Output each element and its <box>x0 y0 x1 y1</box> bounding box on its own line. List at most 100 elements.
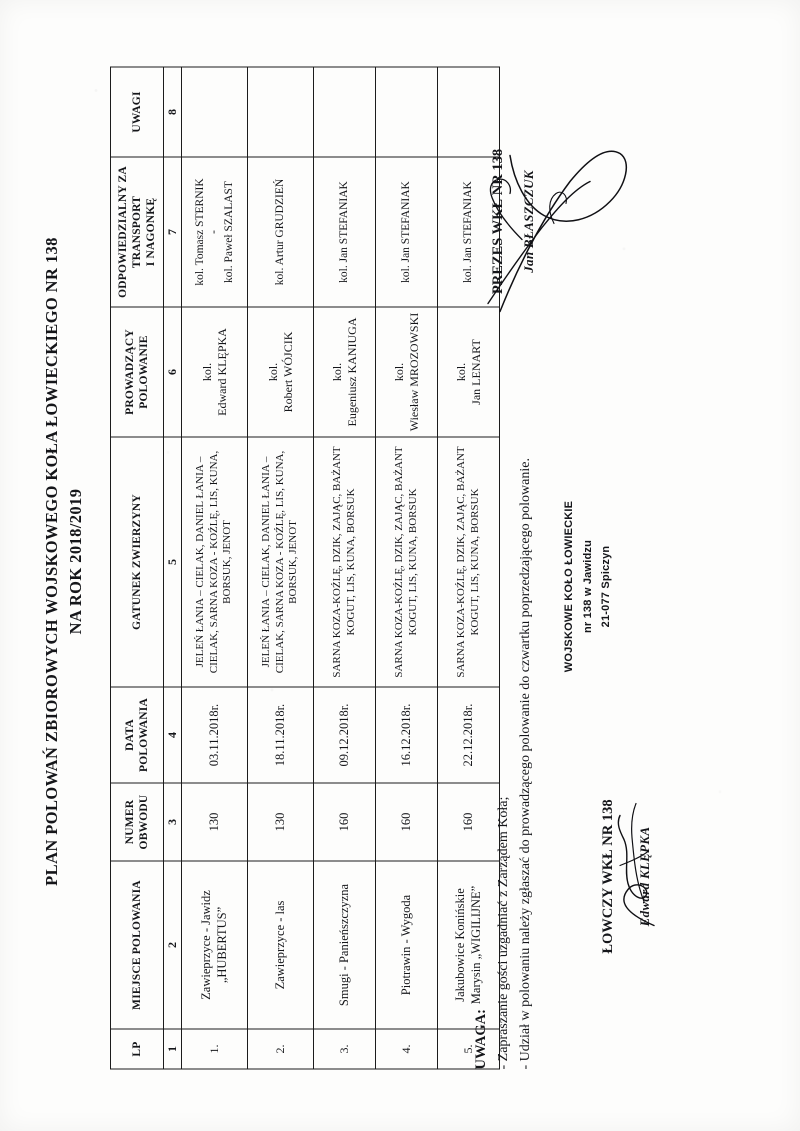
cell-lp: 2. <box>247 1028 314 1069</box>
table-row: 4. Piotrawin - Wygoda 160 16.12.2018r. S… <box>375 66 438 1069</box>
club-stamp: WOJSKOWE KOŁO ŁOWIECKIE nr 138 w Jawidzu… <box>560 471 616 701</box>
header-numer-obwodu-line1: NUMER <box>123 799 136 844</box>
colnum-7: 7 <box>163 156 182 307</box>
header-data-polowania: DATA POLOWANIA <box>110 686 164 783</box>
title-line-1: PLAN POLOWAŃ ZBIOROWYCH WOJSKOWEGO KOŁA … <box>42 236 61 886</box>
header-lp: LP <box>110 1028 164 1069</box>
cell-place: Piotrawin - Wygoda <box>375 860 438 1029</box>
cell-lp: 1. <box>181 1028 248 1069</box>
cell-uwagi <box>181 66 248 157</box>
place-line1: Piotrawin - Wygoda <box>398 894 413 995</box>
header-uwagi: UWAGI <box>110 66 164 157</box>
cell-species: SARNA KOZA-KOŹLĘ, DZIK, ZAJĄC, BAŻANT KO… <box>375 436 438 687</box>
header-prowadzacy-line2: POLOWANIE <box>138 334 150 409</box>
colnum-6: 6 <box>163 306 182 437</box>
cell-species: SARNA KOZA-KOŹLĘ, DZIK, ZAJĄC, BAŻANT KO… <box>313 436 376 687</box>
cell-transport: kol. Tomasz STERNIK - kol. Paweł SZALAST <box>181 156 248 307</box>
cell-species: JELEŃ ŁANIA – CIELAK, DANIEL ŁANIA – CIE… <box>247 436 314 687</box>
cell-transport: kol. Jan STEFANIAK <box>313 156 376 307</box>
cell-obwod: 160 <box>375 782 438 861</box>
colnum-2: 2 <box>163 860 182 1029</box>
transport-line1: kol. Jan STEFANIAK <box>400 180 413 283</box>
table-column-number-row: 1 2 3 4 5 6 7 8 <box>163 66 182 1069</box>
place-line1: Smugi - Panieńszczyzna <box>336 883 351 1006</box>
leader-line1: kol. <box>329 362 344 381</box>
notes-block: UWAGA: - Zapraszanie gości uzgadniać z Z… <box>470 429 537 1069</box>
leader-line2: Jan LENART <box>468 338 483 405</box>
title-line-2: NA ROK 2018/2019 <box>65 488 85 634</box>
place-line1: Jakubowice Konińskie <box>453 887 468 1002</box>
header-odp-line3: I NAGONKĘ <box>145 197 157 266</box>
cell-lp: 3. <box>313 1028 376 1069</box>
cell-date: 09.12.2018r. <box>313 686 376 783</box>
colnum-3: 3 <box>163 782 182 861</box>
header-odp-line2: TRANSPORT <box>130 195 143 268</box>
stamp-line-1: WOJSKOWE KOŁO ŁOWIECKIE <box>563 500 575 672</box>
cell-species: JELEŃ ŁANIA – CIELAK, DANIEL ŁANIA – CIE… <box>181 436 248 687</box>
header-miejsce-polowania: MIEJSCE POLOWANIA <box>110 860 164 1029</box>
place-line1: Zawieprzyce - las <box>272 900 287 989</box>
header-data-line1: DATA <box>123 718 136 751</box>
cell-uwagi <box>375 66 438 157</box>
colnum-8: 8 <box>163 66 182 157</box>
leader-line1: kol. <box>391 362 406 381</box>
header-gatunek-zwierzyny: GATUNEK ZWIERZYNY <box>110 436 164 687</box>
colnum-4: 4 <box>163 686 182 783</box>
cell-place: Zawieprzyce - Jawidz „HUBERTUS” <box>181 860 248 1029</box>
transport-line1: kol. Tomasz STERNIK <box>194 177 207 286</box>
table-header-row: LP MIEJSCE POLOWANIA NUMER OBWODU DATA P… <box>110 66 164 1069</box>
lowczy-title: ŁOWCZY WKŁ NR 138 <box>600 798 616 954</box>
place-line2: „HUBERTUS” <box>214 906 229 983</box>
header-prowadzacy-line1: PROWADZĄCY <box>123 328 136 415</box>
colnum-1: 1 <box>163 1028 182 1069</box>
cell-leader: kol. Robert WÓJCIK <box>247 306 314 437</box>
cell-transport: kol. Artur GRUDZIEŃ <box>247 156 314 307</box>
cell-leader: kol. Eugeniusz KANIUGA <box>313 306 376 437</box>
header-odp-line1: ODPOWIEDZIALNY ZA <box>116 165 129 298</box>
cell-place: Zawieprzyce - las <box>247 860 314 1029</box>
cell-date: 18.11.2018r. <box>247 686 314 783</box>
lowczy-signature-block: ŁOWCZY WKŁ NR 138 Edward KLĘPKA <box>600 761 653 991</box>
prezes-name: Jan BŁASZCZUK <box>521 169 536 273</box>
cell-leader: kol. Edward KLĘPKA <box>181 306 248 437</box>
lowczy-name: Edward KLĘPKA <box>637 826 652 926</box>
hunting-plan-table: LP MIEJSCE POLOWANIA NUMER OBWODU DATA P… <box>110 66 500 1069</box>
transport-line1: kol. Jan STEFANIAK <box>338 180 351 283</box>
cell-date: 03.11.2018r. <box>181 686 248 783</box>
header-numer-obwodu-line2: OBWODU <box>138 794 150 849</box>
transport-line1: kol. Artur GRUDZIEŃ <box>274 178 287 285</box>
colnum-5: 5 <box>163 436 182 687</box>
leader-line2: Robert WÓJCIK <box>280 331 295 412</box>
leader-line1: kol. <box>265 362 280 381</box>
place-line1: Zawieprzyce - Jawidz <box>199 889 214 1000</box>
cell-leader: kol. Wiesław MROZOWSKI <box>375 306 438 437</box>
cell-uwagi <box>247 66 314 157</box>
table-row: 3. Smugi - Panieńszczyzna 160 09.12.2018… <box>313 66 376 1069</box>
stamp-line-3: 21-077 Spiczyn <box>600 545 613 627</box>
transport-line3: kol. Paweł SZALAST <box>222 180 235 283</box>
cell-transport: kol. Jan STEFANIAK <box>375 156 438 307</box>
notes-line-2: - Udział w polowaniu należy zgłaszać do … <box>518 457 534 1069</box>
cell-lp: 4. <box>375 1028 438 1069</box>
notes-heading: UWAGA: <box>473 1008 489 1069</box>
header-numer-obwodu: NUMER OBWODU <box>110 782 164 861</box>
notes-line-1: - Zapraszanie gości uzgadniać z Zarządem… <box>496 796 512 1069</box>
header-data-line2: POLOWANIA <box>138 697 150 772</box>
prezes-title: PREZES WKŁ NR 138 <box>490 148 506 294</box>
leader-line2: Edward KLĘPKA <box>214 327 229 416</box>
transport-line2: - <box>208 229 221 234</box>
page-title: PLAN POLOWAŃ ZBIOROWYCH WOJSKOWEGO KOŁA … <box>40 131 88 991</box>
cell-obwod: 160 <box>313 782 376 861</box>
leader-line1: kol. <box>453 362 468 381</box>
table-row: 2. Zawieprzyce - las 130 18.11.2018r. JE… <box>247 66 314 1069</box>
prezes-signature-block: PREZES WKŁ NR 138 Jan BŁASZCZUK <box>490 101 537 341</box>
table-row: 1. Zawieprzyce - Jawidz „HUBERTUS” 130 0… <box>181 66 248 1069</box>
cell-uwagi <box>313 66 376 157</box>
cell-date: 16.12.2018r. <box>375 686 438 783</box>
transport-line1: kol. Jan STEFANIAK <box>462 180 475 283</box>
cell-obwod: 130 <box>247 782 314 861</box>
leader-line2: Wiesław MROZOWSKI <box>406 312 421 431</box>
cell-obwod: 130 <box>181 782 248 861</box>
